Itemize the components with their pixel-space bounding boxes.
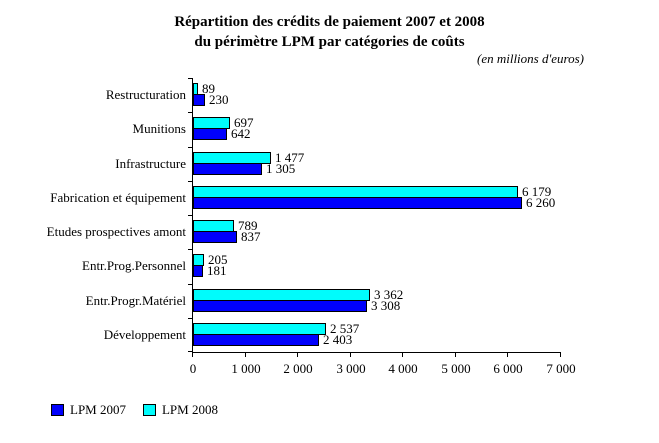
bar-value-label: 697 <box>234 115 254 131</box>
bar-value-label: 1 477 <box>275 149 305 165</box>
legend-item-lpm-2008: LPM 2008 <box>142 402 218 418</box>
y-axis-tick <box>188 181 193 182</box>
bar-lpm-2007-entr-prog-personnel <box>193 265 203 278</box>
bar-value-label: 789 <box>238 218 258 233</box>
x-axis-tick-label: 2 000 <box>283 361 313 376</box>
y-axis-tick <box>188 284 193 285</box>
x-axis-tick <box>245 352 246 357</box>
legend-item-lpm-2007: LPM 2007 <box>51 402 126 418</box>
x-axis-tick <box>560 352 561 357</box>
x-axis-tick-label: 6 000 <box>493 361 523 376</box>
y-axis-tick <box>188 112 193 113</box>
bar-lpm-2007-fabrication-et-quipement <box>193 196 522 209</box>
x-axis-tick-label: 7 000 <box>546 361 576 376</box>
legend-swatch-lpm-2008 <box>142 404 156 416</box>
bar-lpm-2007-entr-progr-mat-riel <box>193 299 367 312</box>
bar-value-label: 6 179 <box>522 183 552 199</box>
chart-title: Répartition des crédits de paiement 2007… <box>0 12 659 52</box>
x-axis-tick-label: 5 000 <box>441 361 471 376</box>
x-axis-tick <box>455 352 456 357</box>
bar-value-label: 181 <box>207 263 227 279</box>
y-axis-tick <box>188 215 193 216</box>
bar-lpm-2007-etudes-prospectives-amont <box>193 231 237 243</box>
x-axis-tick-label: 4 000 <box>388 361 418 376</box>
category-label: Entr.Progr.Matériel <box>85 292 186 308</box>
x-axis-tick <box>350 352 351 357</box>
legend-label-lpm-2007: LPM 2007 <box>70 402 126 417</box>
x-axis-tick <box>507 352 508 357</box>
bar-lpm-2007-d-veloppement <box>193 333 319 346</box>
category-axis: Restructuration Munitions Infrastructure Fa… <box>0 78 186 352</box>
y-axis-tick <box>188 249 193 250</box>
chart-unit-note: (en millions d'euros) <box>476 51 584 66</box>
bar-value-label: 837 <box>241 229 261 244</box>
legend: LPM 2007 LPM 2008 <box>51 402 218 418</box>
x-axis-tick-label: 0 <box>189 361 197 376</box>
legend-label-lpm-2008: LPM 2008 <box>161 402 218 417</box>
bar-lpm-2007-infrastructure <box>193 162 262 175</box>
y-axis-tick <box>188 78 193 79</box>
chart-title-line1: Répartition des crédits de paiement 2007… <box>174 14 485 30</box>
x-axis-tick-label: 3 000 <box>336 361 366 376</box>
category-label: Restructuration <box>105 87 186 103</box>
category-label: Infrastructure <box>115 155 186 171</box>
bar-value-label: 3 362 <box>374 286 404 302</box>
bar-value-label: 230 <box>209 92 229 107</box>
y-axis-tick <box>188 147 193 148</box>
x-axis-tick <box>297 352 298 357</box>
axis-origin-tick <box>192 352 193 357</box>
bar-value-label: 3 308 <box>371 297 401 313</box>
y-axis-tick <box>188 318 193 319</box>
legend-swatch-lpm-2007 <box>51 404 64 416</box>
x-axis-tick-label: 1 000 <box>231 361 261 376</box>
bar-value-label: 2 403 <box>323 331 353 347</box>
bar-value-label: 6 260 <box>526 194 556 210</box>
bar-value-label: 205 <box>208 252 228 268</box>
category-label: Développement <box>103 326 186 342</box>
plot-area: 89 230 697 642 1 477 1 305 6 179 6 260 789 837 205… <box>188 78 576 376</box>
x-axis-tick <box>402 352 403 357</box>
category-label: Entr.Prog.Personnel <box>82 258 186 274</box>
category-label: Fabrication et équipement <box>50 189 186 205</box>
bar-value-label: 1 305 <box>266 160 296 176</box>
bar-lpm-2007-restructuration <box>193 94 205 106</box>
chart-title-line2: du périmètre LPM par catégories de coûts <box>194 34 465 50</box>
bar-value-label: 642 <box>231 126 251 142</box>
y-axis-tick <box>188 351 193 352</box>
bar-value-label: 2 537 <box>330 320 360 336</box>
category-label: Etudes prospectives amont <box>46 224 186 240</box>
category-label: Munitions <box>132 121 186 137</box>
bar-lpm-2007-munitions <box>193 128 227 141</box>
bar-value-label: 89 <box>202 81 215 96</box>
